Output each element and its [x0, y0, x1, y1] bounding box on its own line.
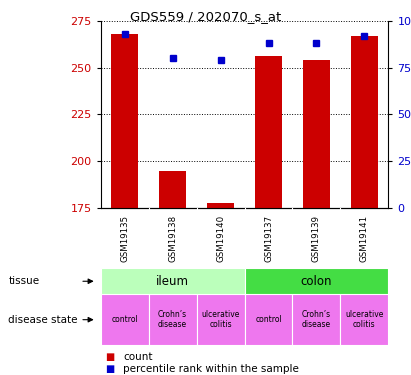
Text: GSM19140: GSM19140 — [216, 214, 225, 262]
Text: count: count — [123, 352, 153, 362]
Text: GSM19135: GSM19135 — [120, 214, 129, 262]
Text: percentile rank within the sample: percentile rank within the sample — [123, 364, 299, 374]
Bar — [293, 294, 340, 345]
Text: ulcerative
colitis: ulcerative colitis — [201, 310, 240, 329]
Bar — [196, 294, 245, 345]
Text: Crohn’s
disease: Crohn’s disease — [158, 310, 187, 329]
Bar — [208, 202, 234, 208]
Bar — [101, 268, 245, 294]
Text: ■: ■ — [105, 364, 114, 374]
Text: tissue: tissue — [8, 276, 39, 286]
Bar — [245, 294, 293, 345]
Text: GDS559 / 202070_s_at: GDS559 / 202070_s_at — [130, 10, 281, 24]
Bar — [101, 294, 149, 345]
Bar — [245, 268, 388, 294]
Text: control: control — [255, 315, 282, 324]
Bar — [255, 56, 282, 208]
Bar — [340, 294, 388, 345]
Text: disease state: disease state — [8, 315, 78, 325]
Text: GSM19138: GSM19138 — [168, 214, 177, 262]
Text: ulcerative
colitis: ulcerative colitis — [345, 310, 383, 329]
Bar — [149, 294, 196, 345]
Text: GSM19137: GSM19137 — [264, 214, 273, 262]
Bar — [111, 34, 138, 208]
Text: ileum: ileum — [156, 275, 189, 288]
Text: GSM19139: GSM19139 — [312, 214, 321, 262]
Text: Crohn’s
disease: Crohn’s disease — [302, 310, 331, 329]
Bar — [351, 36, 378, 208]
Text: ■: ■ — [105, 352, 114, 362]
Bar — [303, 60, 330, 208]
Text: colon: colon — [301, 275, 332, 288]
Text: control: control — [111, 315, 138, 324]
Bar — [159, 171, 186, 208]
Text: GSM19141: GSM19141 — [360, 214, 369, 262]
